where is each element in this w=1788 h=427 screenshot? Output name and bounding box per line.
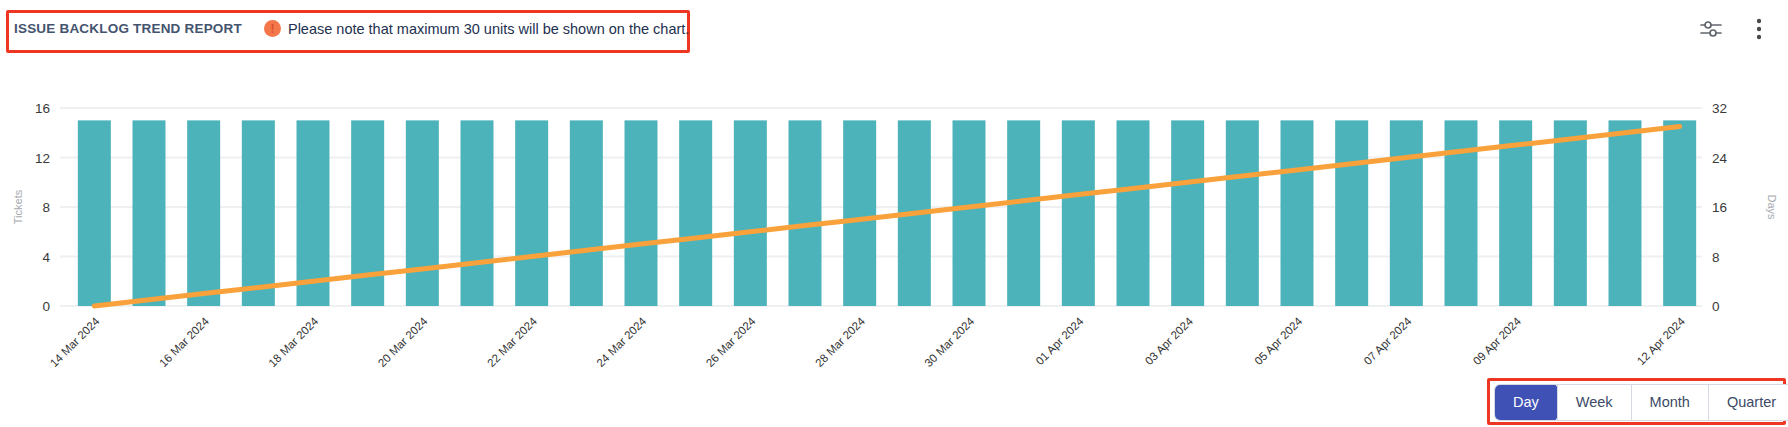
x-axis-label: 01 Apr 2024 — [1033, 315, 1086, 368]
left-axis-tick-label: 16 — [35, 101, 50, 116]
time-range-quarter-button[interactable]: Quarter — [1708, 385, 1788, 420]
x-axis-label: 03 Apr 2024 — [1143, 315, 1196, 368]
bar-17 Mar 2024[interactable] — [242, 120, 275, 306]
time-range-month-button[interactable]: Month — [1631, 385, 1708, 420]
bar-28 Mar 2024[interactable] — [843, 120, 876, 306]
right-axis-tick-label: 8 — [1712, 250, 1720, 265]
backlog-trend-chart: 0 4 8 12 16 0 8 16 24 32 Tickets Days 14 Mar 2024 16 … — [0, 0, 1788, 427]
left-axis-title: Tickets — [12, 189, 24, 224]
x-axis-label: 20 Mar 2024 — [376, 315, 431, 370]
x-axis-label: 14 Mar 2024 — [48, 315, 103, 370]
bar-27 Mar 2024[interactable] — [789, 120, 822, 306]
bar-15 Mar 2024[interactable] — [133, 120, 166, 306]
bar-07 Apr 2024[interactable] — [1390, 120, 1423, 306]
bar-12 Apr 2024[interactable] — [1663, 120, 1696, 306]
bar-01 Apr 2024[interactable] — [1062, 120, 1095, 306]
left-axis-tick-label: 0 — [42, 299, 50, 314]
bar-11 Apr 2024[interactable] — [1609, 120, 1642, 306]
x-axis-label: 05 Apr 2024 — [1252, 315, 1305, 368]
time-range-week-button[interactable]: Week — [1557, 385, 1631, 420]
x-axis-label: 30 Mar 2024 — [922, 315, 977, 370]
bar-21 Mar 2024[interactable] — [461, 120, 494, 306]
left-axis-tick-label: 8 — [42, 200, 50, 215]
bar-31 Mar 2024[interactable] — [1007, 120, 1040, 306]
bar-25 Mar 2024[interactable] — [679, 120, 712, 306]
bar-16 Mar 2024[interactable] — [187, 120, 220, 306]
bar-02 Apr 2024[interactable] — [1117, 120, 1150, 306]
x-axis-label: 18 Mar 2024 — [266, 315, 321, 370]
trend-line-days[interactable] — [94, 127, 1679, 306]
right-axis-tick-label: 0 — [1712, 299, 1720, 314]
x-axis-label: 07 Apr 2024 — [1361, 315, 1414, 368]
left-axis-tick-label: 12 — [35, 151, 50, 166]
issue-backlog-trend-widget: ISSUE BACKLOG TREND REPORT ! Please note… — [0, 0, 1788, 427]
x-axis-label: 12 Apr 2024 — [1635, 315, 1688, 368]
bar-06 Apr 2024[interactable] — [1335, 120, 1368, 306]
bar-23 Mar 2024[interactable] — [570, 120, 603, 306]
bar-03 Apr 2024[interactable] — [1171, 120, 1204, 306]
x-axis-label: 09 Apr 2024 — [1471, 315, 1524, 368]
x-axis-label: 24 Mar 2024 — [594, 315, 649, 370]
x-axis-label: 16 Mar 2024 — [157, 315, 212, 370]
bar-24 Mar 2024[interactable] — [625, 120, 658, 306]
x-axis-label: 28 Mar 2024 — [813, 315, 868, 370]
right-axis-title: Days — [1766, 194, 1778, 220]
right-axis-tick-label: 16 — [1712, 200, 1727, 215]
bar-26 Mar 2024[interactable] — [734, 120, 767, 306]
right-axis-tick-label: 24 — [1712, 151, 1728, 166]
left-axis-tick-label: 4 — [42, 250, 50, 265]
bar-20 Mar 2024[interactable] — [406, 120, 439, 306]
bar-10 Apr 2024[interactable] — [1554, 120, 1587, 306]
bar-30 Mar 2024[interactable] — [953, 120, 986, 306]
time-range-button-group: DayWeekMonthQuarter — [1494, 384, 1788, 421]
bar-05 Apr 2024[interactable] — [1281, 120, 1314, 306]
time-range-day-button[interactable]: Day — [1494, 384, 1558, 421]
bar-04 Apr 2024[interactable] — [1226, 120, 1259, 306]
x-axis-label: 22 Mar 2024 — [485, 315, 540, 370]
right-axis-tick-label: 32 — [1712, 101, 1727, 116]
bar-14 Mar 2024[interactable] — [78, 120, 111, 306]
bar-22 Mar 2024[interactable] — [515, 120, 548, 306]
x-axis-label: 26 Mar 2024 — [704, 315, 759, 370]
